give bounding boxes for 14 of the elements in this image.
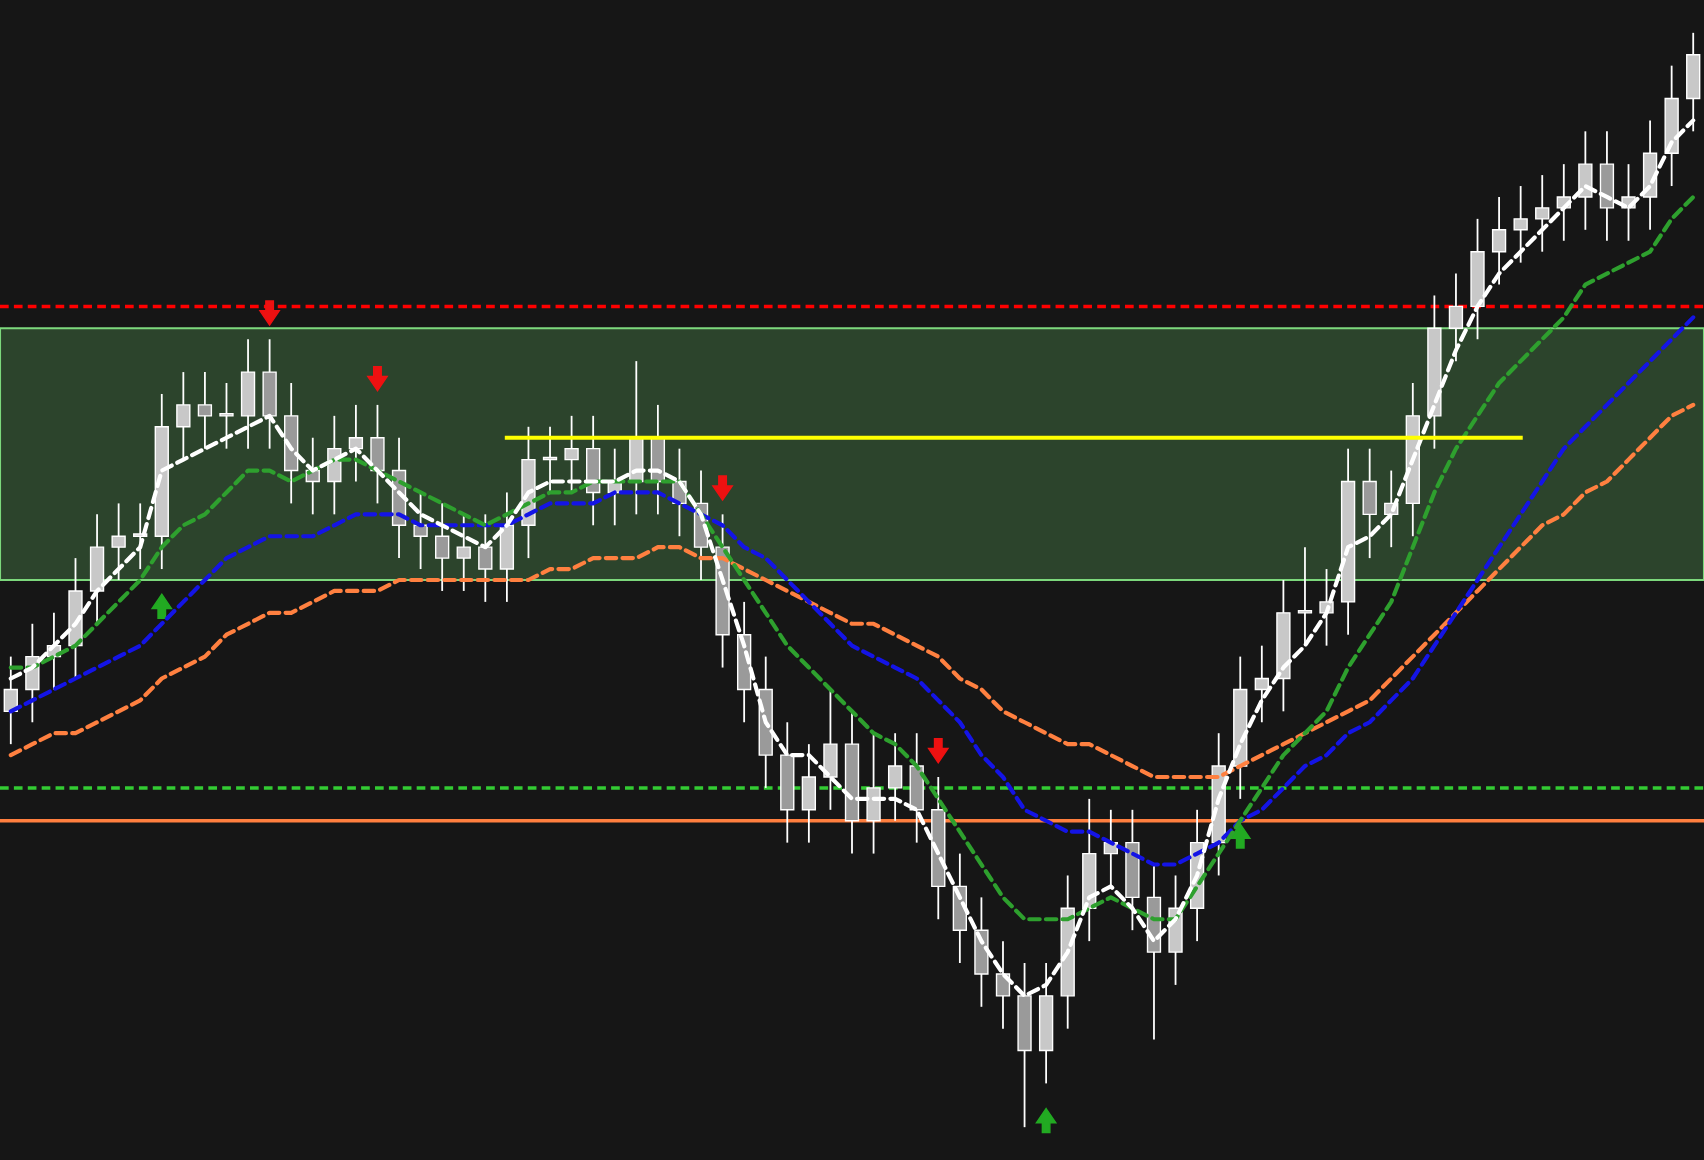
candlestick <box>478 513 493 603</box>
candlestick <box>1513 185 1528 264</box>
candlestick <box>435 502 450 592</box>
candlestick <box>111 502 126 581</box>
candlestick <box>176 371 191 461</box>
candlestick <box>197 371 213 450</box>
candlestick <box>1448 272 1464 363</box>
candlestick <box>1254 644 1269 724</box>
candlestick <box>348 404 364 483</box>
candlestick <box>219 382 234 450</box>
candlestick <box>1535 174 1550 253</box>
candlestick <box>887 732 903 822</box>
candlestick <box>1491 196 1507 286</box>
candlestick <box>133 502 148 570</box>
